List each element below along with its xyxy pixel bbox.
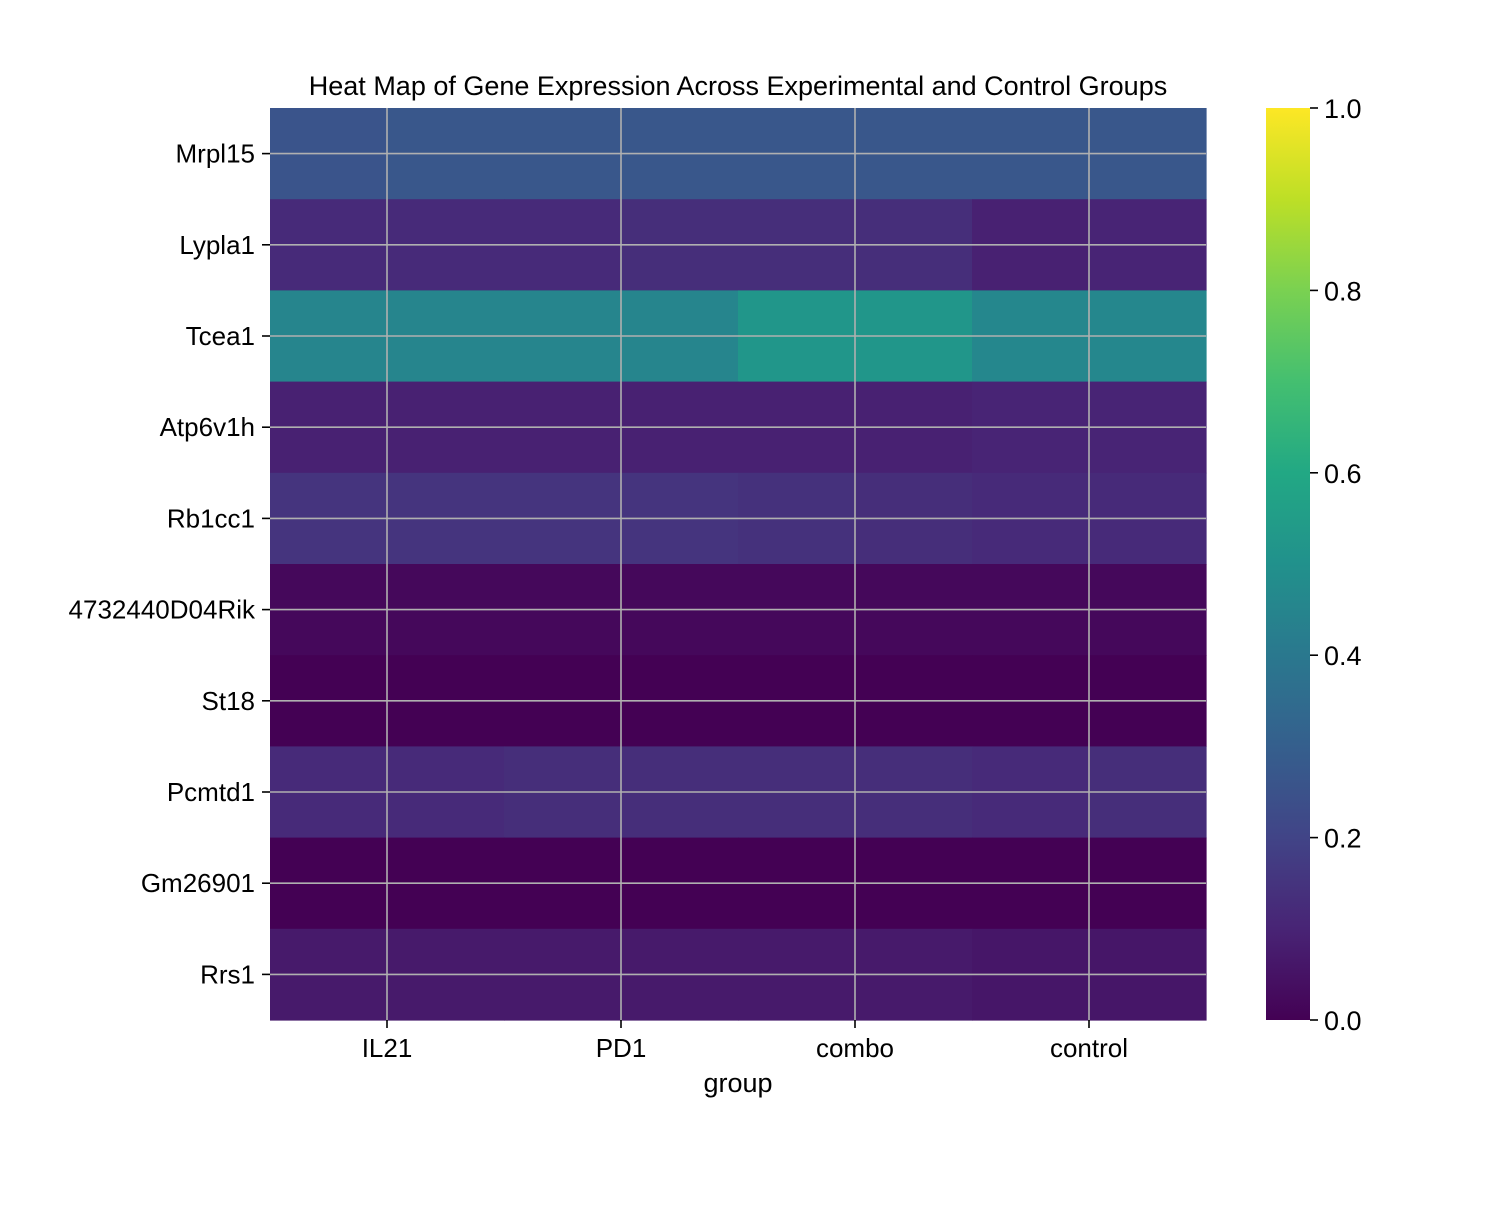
chart-title: Heat Map of Gene Expression Across Exper… — [309, 71, 1167, 101]
colorbar-tick-label: 0.8 — [1324, 276, 1362, 306]
x-axis: IL21 PD1 combo control — [362, 1020, 1128, 1063]
x-tick-label: IL21 — [362, 1033, 413, 1063]
colorbar-gradient — [1266, 108, 1310, 1020]
grid-lines — [270, 108, 1206, 1020]
y-tick-label: Atp6v1h — [160, 412, 255, 442]
x-axis-label: group — [703, 1068, 772, 1098]
y-tick-label: Tcea1 — [186, 321, 255, 351]
colorbar-tick-label: 0.2 — [1324, 824, 1362, 854]
y-tick-label: Mrpl15 — [176, 139, 255, 169]
colorbar-tick-label: 0.0 — [1324, 1006, 1362, 1036]
y-tick-label: St18 — [202, 686, 256, 716]
y-tick-label: Rb1cc1 — [167, 503, 255, 533]
y-tick-label: Pcmtd1 — [167, 777, 255, 807]
x-tick-label: PD1 — [596, 1033, 647, 1063]
y-tick-label: 4732440D04Rik — [69, 595, 256, 625]
x-tick-label: control — [1050, 1033, 1128, 1063]
y-tick-label: Rrs1 — [200, 959, 255, 989]
colorbar-tick-label: 1.0 — [1324, 94, 1362, 124]
y-tick-label: Lypla1 — [179, 230, 255, 260]
x-tick-label: combo — [816, 1033, 894, 1063]
colorbar: 0.0 0.2 0.4 0.6 0.8 1.0 — [1266, 94, 1362, 1036]
colorbar-tick-label: 0.4 — [1324, 641, 1362, 671]
colorbar-tick-label: 0.6 — [1324, 459, 1362, 489]
y-axis: Mrpl15 Lypla1 Tcea1 Atp6v1h Rb1cc1 4732440D04… — [69, 139, 270, 989]
y-tick-label: Gm26901 — [141, 868, 255, 898]
